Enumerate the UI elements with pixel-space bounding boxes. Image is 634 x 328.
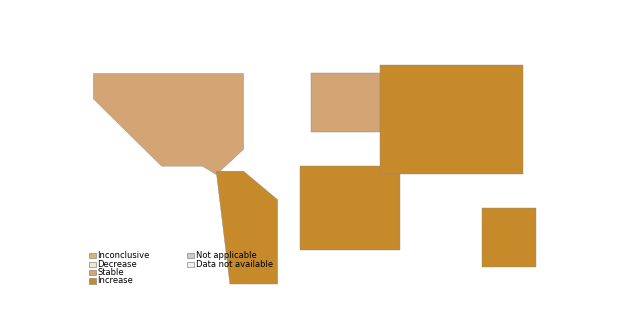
Bar (188, 253, 194, 258)
Bar (89, 270, 96, 275)
Text: Not applicable: Not applicable (195, 251, 256, 260)
Text: Inconclusive: Inconclusive (97, 251, 150, 260)
Bar (89, 278, 96, 283)
Text: Decrease: Decrease (97, 260, 137, 269)
Text: Data not available: Data not available (195, 260, 273, 269)
Bar (188, 262, 194, 267)
Text: Increase: Increase (97, 277, 133, 285)
Bar (89, 262, 96, 267)
Text: Stable: Stable (97, 268, 124, 277)
Bar (89, 253, 96, 258)
